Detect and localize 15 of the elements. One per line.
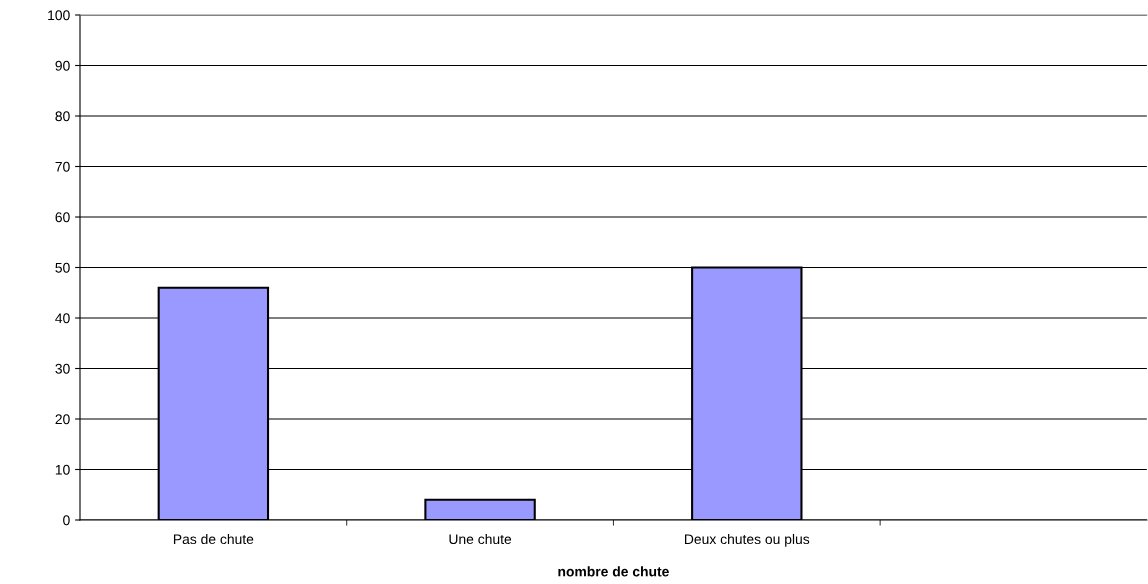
y-tick-label: 60 xyxy=(55,212,70,223)
y-tick-label: 30 xyxy=(55,363,70,374)
y-tick-label: 50 xyxy=(55,262,70,273)
x-tick-label: Pas de chute xyxy=(173,533,254,545)
y-tick-label: 0 xyxy=(63,515,70,526)
y-tick-label: 100 xyxy=(48,10,70,21)
x-axis-title: nombre de chute xyxy=(558,566,669,577)
y-tick-label: 10 xyxy=(55,464,70,475)
x-tick-label: Une chute xyxy=(449,533,512,545)
y-tick-label: 70 xyxy=(55,161,70,172)
y-tick-label: 80 xyxy=(55,111,70,122)
y-tick-label: 20 xyxy=(55,414,70,425)
y-tick-label: 40 xyxy=(55,313,70,324)
y-tick-label: 90 xyxy=(55,60,70,71)
x-tick-label: Deux chutes ou plus xyxy=(685,533,810,547)
